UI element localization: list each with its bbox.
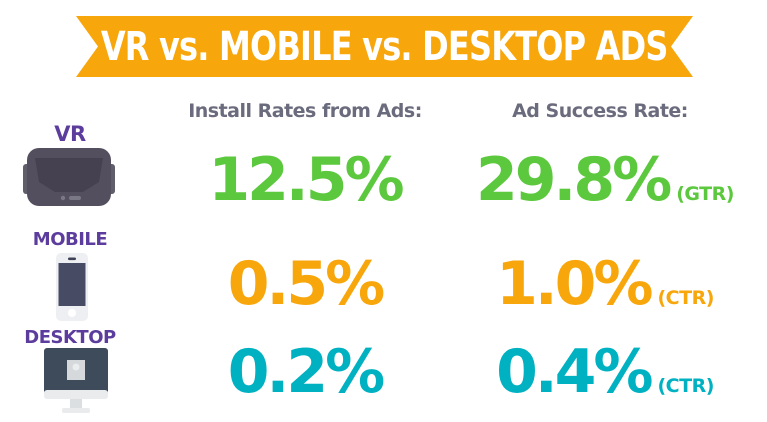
vr-success-rate-value: 29.8% <box>476 145 672 215</box>
desktop-monitor-icon <box>44 348 108 413</box>
mobile-success-rate-value: 1.0% <box>496 249 653 319</box>
vr-success-rate: 29.8% (GTR) <box>450 146 760 210</box>
mobile-success-rate: 1.0% (CTR) <box>450 250 760 314</box>
vr-install-rate-value: 12.5% <box>208 145 404 215</box>
smartphone-icon <box>56 253 88 321</box>
vr-install-rate: 12.5% <box>160 146 450 210</box>
row-label-mobile: MOBILE <box>32 229 108 250</box>
mobile-install-rate: 0.5% <box>160 250 450 314</box>
column-header-ad-success-rate: Ad Success Rate: <box>512 100 688 122</box>
desktop-install-rate-value: 0.2% <box>227 337 385 407</box>
vr-headset-icon <box>23 148 115 206</box>
title-banner: VR vs. MOBILE vs. DESKTOP ADS <box>76 16 693 77</box>
mobile-install-rate-value: 0.5% <box>227 249 385 319</box>
desktop-success-rate-metric: (CTR) <box>657 375 715 397</box>
desktop-success-rate-value: 0.4% <box>496 337 653 407</box>
mobile-success-rate-metric: (CTR) <box>657 287 715 309</box>
page-title: VR vs. MOBILE vs. DESKTOP ADS <box>101 23 668 70</box>
column-header-install-rates: Install Rates from Ads: <box>188 100 422 122</box>
desktop-success-rate: 0.4% (CTR) <box>450 338 760 402</box>
row-label-vr: VR <box>54 122 86 146</box>
desktop-install-rate: 0.2% <box>160 338 450 402</box>
row-label-desktop: DESKTOP <box>24 327 116 348</box>
vr-success-rate-metric: (GTR) <box>676 183 734 205</box>
